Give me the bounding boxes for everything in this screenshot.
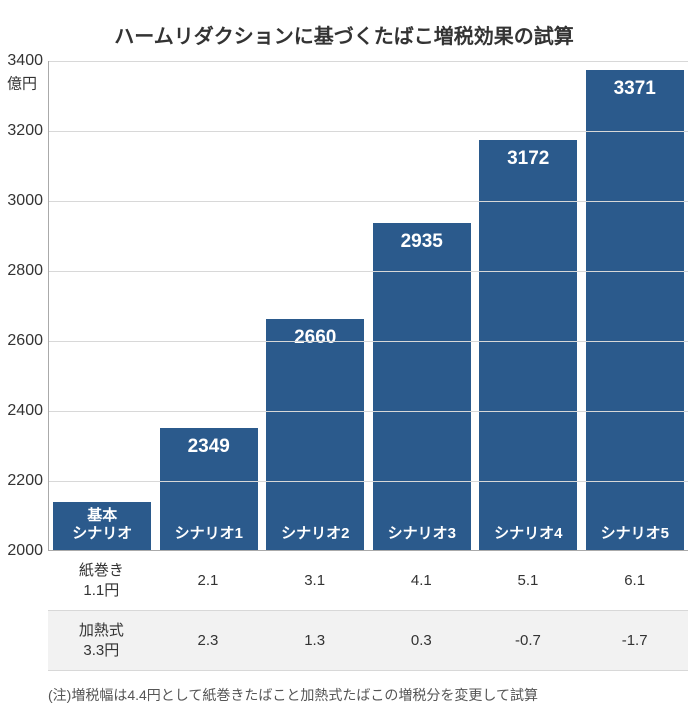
gridline [49,131,688,132]
bar-category-label: シナリオ4 [494,525,562,544]
chart-title: ハームリダクションに基づくたばこ増税効果の試算 [10,20,678,49]
table-row-head: 紙巻き1.1円 [48,551,155,611]
bar: 2660 シナリオ2 [266,319,364,550]
table-row: 加熱式3.3円2.31.30.3-0.7-1.7 [48,611,688,671]
footnote: (注)増税幅は4.4円として紙巻きたばこと加熱式たばこの増税分を変更して試算 [48,685,678,705]
y-tick-label: 2400 [0,402,43,420]
bar-category-label: 基本シナリオ [72,507,132,545]
bar-value-label: 2660 [294,327,336,349]
bar-value-label: 3371 [614,78,656,100]
bar-category-label: シナリオ2 [281,525,349,544]
table-cell: 2.3 [155,611,262,671]
y-tick-label: 2200 [0,472,43,490]
table-cell: -0.7 [475,611,582,671]
gridline [49,271,688,272]
bars-group: 基本シナリオ 2349 シナリオ1 2660 シナリオ2 2935 シナリオ3 3172 シナリ… [49,61,688,550]
bar: 基本シナリオ [53,502,151,550]
gridline [49,411,688,412]
y-tick-label: 2600 [0,332,43,350]
table-cell: 5.1 [475,551,582,611]
table-cell: 6.1 [581,551,688,611]
table-cell: 4.1 [368,551,475,611]
bar-value-label: 2349 [188,436,230,458]
y-tick-label: 2800 [0,262,43,280]
bar-value-label: 2935 [401,231,443,253]
gridline [49,481,688,482]
bar-slot: 3172 シナリオ4 [475,61,582,550]
chart-container: ハームリダクションに基づくたばこ増税効果の試算 基本シナリオ2349シナリオ12… [0,0,688,717]
table-cell: 1.3 [261,611,368,671]
bar-slot: 2935 シナリオ3 [369,61,476,550]
table-cell: 2.1 [155,551,262,611]
y-tick-label: 2000 [0,542,43,560]
y-axis-unit: 億円 [7,73,37,94]
gridline [49,341,688,342]
bar: 3371 シナリオ5 [586,70,684,550]
table-cell: 3.1 [261,551,368,611]
y-tick-label: 3200 [0,122,43,140]
gridline [49,61,688,62]
y-tick-label: 3000 [0,192,43,210]
bar-value-label: 3172 [507,148,549,170]
bar-category-label: シナリオ3 [388,525,456,544]
y-tick-label: 3400 [0,52,43,70]
bar-category-label: シナリオ5 [601,525,669,544]
bar-slot: 2660 シナリオ2 [262,61,369,550]
plot-area: 基本シナリオ 2349 シナリオ1 2660 シナリオ2 2935 シナリオ3 3172 シナリ… [48,61,688,551]
table-cell: 0.3 [368,611,475,671]
bar-slot: 基本シナリオ [49,61,156,550]
bar-slot: 2349 シナリオ1 [156,61,263,550]
bar: 2349 シナリオ1 [160,428,258,550]
table-cell: -1.7 [581,611,688,671]
data-table: 紙巻き1.1円2.13.14.15.16.1加熱式3.3円2.31.30.3-0… [48,551,688,671]
gridline [49,201,688,202]
bar-slot: 3371 シナリオ5 [582,61,688,550]
bar-category-label: シナリオ1 [175,525,243,544]
table-row-head: 加熱式3.3円 [48,611,155,671]
table-row: 紙巻き1.1円2.13.14.15.16.1 [48,551,688,611]
